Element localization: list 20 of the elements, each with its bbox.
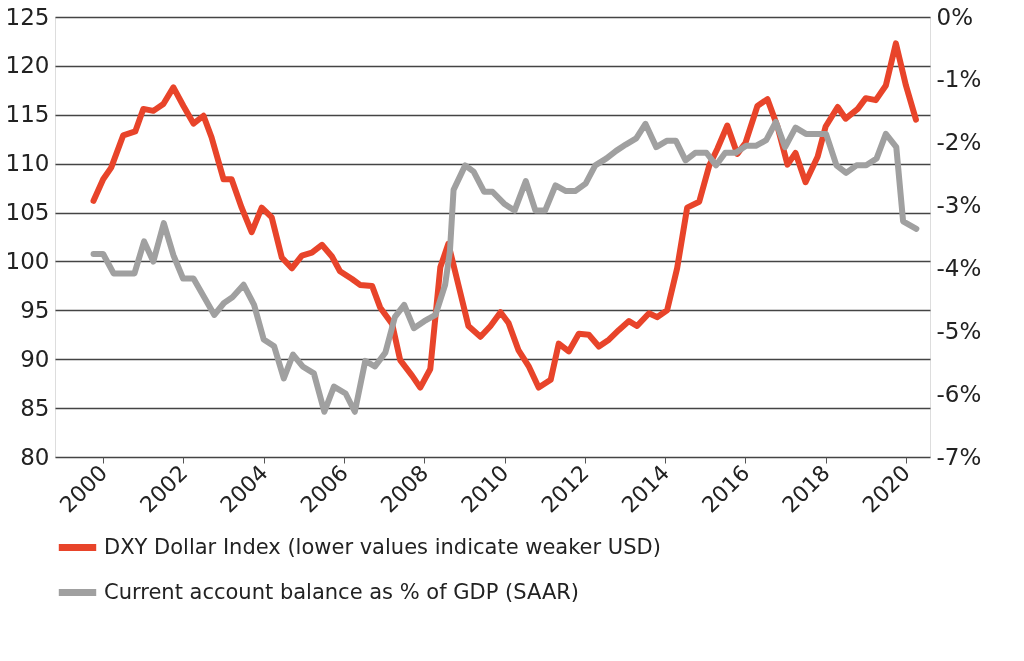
y2-tick-label: -2% xyxy=(936,129,982,156)
y-tick-label: 105 xyxy=(5,199,50,226)
y-tick-label: 100 xyxy=(5,247,50,274)
y2-tick-label: -6% xyxy=(936,380,982,407)
y2-tick-label: -3% xyxy=(936,192,982,219)
y2-tick-label: 0% xyxy=(936,3,973,30)
y-tick-label: 95 xyxy=(20,296,50,323)
y2-tick-label: -7% xyxy=(936,443,982,470)
y-tick-label: 110 xyxy=(5,150,50,177)
y-tick-label: 85 xyxy=(20,394,50,421)
legend-label: Current account balance as % of GDP (SAAR) xyxy=(104,579,580,604)
y2-tick-label: -1% xyxy=(936,66,982,93)
legend-label: DXY Dollar Index (lower values indicate weaker USD) xyxy=(104,534,661,559)
y-tick-label: 120 xyxy=(5,52,50,79)
y2-tick-label: -4% xyxy=(936,254,982,281)
y-tick-label: 125 xyxy=(5,3,50,30)
y-tick-label: 90 xyxy=(20,345,50,372)
y-tick-label: 80 xyxy=(20,443,50,470)
y-tick-label: 115 xyxy=(5,101,50,128)
y2-tick-label: -5% xyxy=(936,317,982,344)
